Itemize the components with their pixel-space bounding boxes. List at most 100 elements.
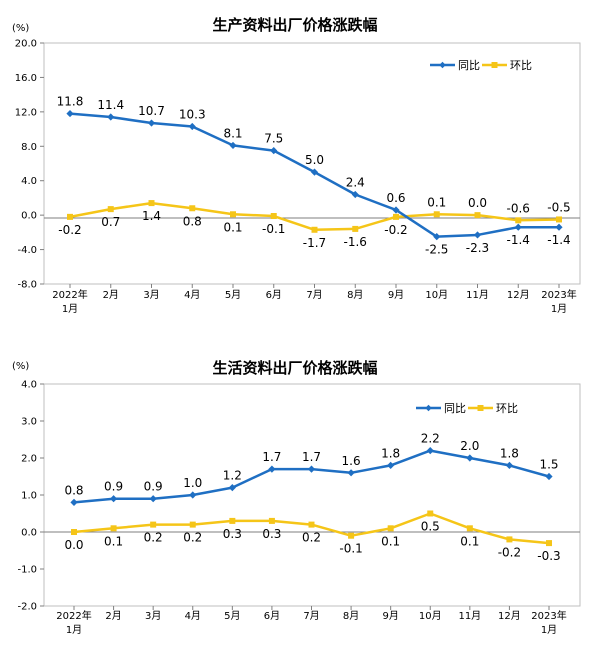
data-point-yoy (466, 454, 474, 462)
x-tick-label: 12月 (498, 610, 521, 622)
x-tick-label: 12月 (507, 289, 530, 301)
data-label-mom: 0.7 (101, 215, 120, 229)
data-label-mom: 0.2 (302, 531, 321, 545)
data-label-mom: 0.3 (262, 527, 281, 541)
legend-label-mom: 环比 (496, 402, 518, 415)
legend-label-yoy: 同比 (444, 402, 466, 415)
data-point-mom (348, 532, 355, 539)
x-tick-label: 2023年 (531, 609, 566, 622)
data-point-yoy (426, 447, 434, 455)
data-label-mom: 0.2 (144, 531, 163, 545)
data-point-mom (270, 213, 277, 220)
x-tick-label: 1月 (541, 624, 557, 636)
data-point-mom (268, 517, 275, 524)
y-tick-label: 20.0 (15, 39, 37, 50)
plot-frame (43, 383, 581, 607)
data-label-yoy: 2.4 (346, 175, 365, 189)
data-point-yoy (189, 491, 197, 499)
data-label-mom: 1.4 (142, 209, 161, 223)
data-point-mom (393, 213, 399, 220)
data-point-yoy (149, 495, 157, 503)
data-point-mom (556, 216, 562, 223)
x-tick-label: 5月 (224, 610, 240, 622)
legend-marker-yoy (425, 404, 432, 412)
chart-1: 生产资料出厂价格涨跌幅 (%) 20.0 16.0 12.0 8.0 4.0 0.0 -4.0 -… (12, 16, 581, 315)
data-label-yoy: 11.8 (57, 95, 84, 109)
data-point-mom (433, 211, 440, 218)
data-label-yoy: 0.9 (104, 480, 123, 494)
y-tick-label: 8.0 (21, 142, 37, 153)
x-tick-label: 2月 (103, 289, 119, 301)
data-label-mom: -0.2 (384, 223, 407, 237)
legend-marker-mom (477, 405, 484, 411)
data-label-yoy: 7.5 (264, 132, 283, 146)
data-label-yoy: 2.0 (460, 439, 479, 453)
y-tick-label: 2.0 (21, 454, 37, 465)
data-label-mom: -0.1 (262, 222, 285, 236)
data-point-yoy (347, 469, 355, 477)
x-tick-label: 5月 (225, 289, 241, 301)
y-tick-label: 16.0 (15, 73, 37, 84)
x-tick-label: 10月 (419, 610, 442, 622)
x-tick-label: 8月 (343, 610, 359, 622)
data-point-mom (230, 211, 236, 218)
x-tick-label: 1月 (66, 624, 82, 636)
plot-frame (43, 42, 581, 285)
data-point-mom (71, 529, 77, 535)
data-label-yoy: 0.9 (144, 480, 163, 494)
data-label-yoy: 5.0 (305, 153, 324, 167)
y-tick-label: -2.0 (17, 602, 37, 613)
x-tick-label: 7月 (306, 289, 322, 301)
data-label-mom: 0.1 (381, 534, 400, 548)
data-point-mom (107, 206, 114, 213)
x-tick-label: 3月 (145, 610, 161, 622)
y-tick-label: 1.0 (21, 491, 37, 502)
x-tick-label: 1月 (551, 303, 567, 315)
data-point-yoy (228, 484, 236, 492)
y-tick-label: 0.0 (21, 528, 37, 539)
data-point-mom (189, 521, 196, 528)
y-tick-label: 12.0 (15, 107, 37, 118)
data-point-yoy (66, 109, 74, 118)
data-label-yoy: 11.4 (97, 98, 124, 112)
data-point-yoy (268, 465, 276, 473)
y-tick-label: 3.0 (21, 417, 37, 428)
data-label-mom: 0.8 (183, 214, 202, 228)
data-label-yoy: 1.8 (381, 446, 400, 460)
data-label-mom: 0.1 (223, 220, 242, 234)
data-point-mom (67, 213, 73, 220)
data-label-mom: -0.1 (339, 542, 362, 556)
x-tick-label: 7月 (303, 610, 319, 622)
data-label-mom: -1.7 (303, 236, 326, 250)
legend-marker-mom (491, 62, 498, 68)
x-tick-label: 10月 (425, 289, 448, 301)
data-point-mom (546, 540, 552, 547)
x-tick-label: 11月 (466, 289, 489, 301)
data-point-mom (189, 205, 196, 212)
data-label-mom: -1.6 (344, 235, 367, 249)
data-point-yoy (307, 465, 316, 473)
data-point-mom (150, 521, 157, 528)
data-label-yoy: -2.3 (466, 241, 489, 255)
data-point-mom (229, 517, 236, 524)
x-tick-label: 4月 (184, 289, 200, 301)
x-tick-label: 11月 (458, 610, 481, 622)
x-tick-label: 6月 (264, 610, 280, 622)
x-tick-label: 8月 (347, 289, 363, 301)
data-point-yoy (473, 231, 482, 239)
data-label-yoy: -1.4 (547, 233, 570, 247)
x-tick-label: 2023年 (541, 288, 576, 301)
chart-title: 生活资料出厂价格涨跌幅 (212, 359, 377, 377)
data-label-yoy: -2.5 (425, 243, 448, 257)
x-tick-label: 4月 (185, 610, 201, 622)
data-point-yoy (545, 472, 553, 481)
chart-2: 生活资料出厂价格涨跌幅 (%) 4.0 3.0 2.0 1.0 0.0 -1.0 -2.0 202… (12, 359, 581, 636)
data-label-yoy: 2.2 (421, 432, 440, 446)
data-point-mom (148, 200, 155, 207)
data-point-yoy (310, 168, 319, 176)
data-point-yoy (387, 461, 395, 469)
x-tick-label: 2022年 (52, 288, 87, 301)
data-label-mom: -0.2 (58, 223, 81, 237)
